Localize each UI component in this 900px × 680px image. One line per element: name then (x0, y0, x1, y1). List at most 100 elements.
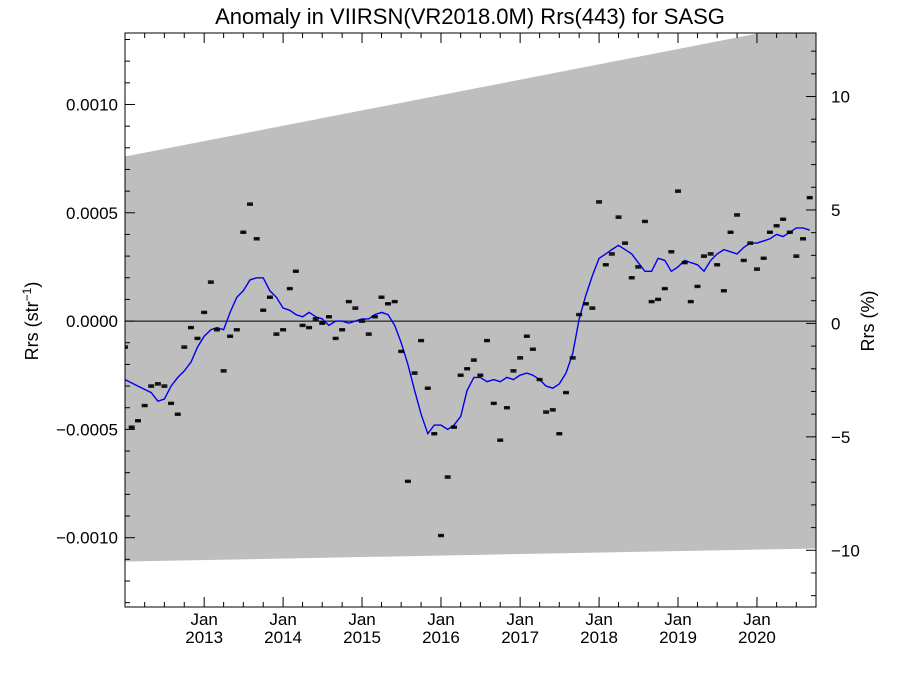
data-point (431, 432, 438, 436)
data-point (628, 276, 635, 280)
y-right-tick-label: −10 (831, 541, 860, 560)
data-point (240, 230, 247, 234)
data-point (635, 265, 642, 269)
data-point (687, 299, 694, 304)
data-point (201, 310, 208, 315)
data-point (470, 358, 477, 362)
data-point (602, 263, 609, 267)
data-point (365, 332, 372, 336)
y-left-tick-label: −0.0010 (56, 529, 118, 548)
data-point (457, 373, 464, 377)
data-point (359, 319, 366, 323)
data-point (720, 289, 727, 293)
data-point (332, 336, 339, 341)
data-point (134, 419, 141, 423)
data-point (141, 403, 148, 408)
data-point (391, 299, 398, 304)
data-point (517, 356, 524, 360)
data-point (174, 412, 181, 416)
data-point (615, 215, 622, 219)
data-point (753, 267, 760, 271)
y-axis-right-title: Rrs (%) (858, 291, 878, 352)
data-point (450, 425, 457, 429)
y-left-tick-label: 0.0000 (66, 312, 118, 331)
data-point (800, 237, 807, 241)
data-point (404, 479, 411, 484)
data-point (760, 256, 767, 260)
data-point (707, 252, 714, 256)
data-point (213, 328, 220, 332)
y-right-tick-label: 0 (831, 314, 840, 333)
data-point (260, 308, 267, 312)
data-point (444, 475, 451, 479)
x-tick-month-label: Jan (348, 610, 375, 629)
data-point (345, 299, 352, 304)
data-point (543, 410, 550, 414)
data-point (148, 384, 155, 388)
data-point (398, 349, 405, 354)
data-point (325, 315, 332, 319)
data-point (227, 334, 234, 338)
data-point (536, 377, 543, 382)
data-point (747, 241, 754, 245)
data-point (648, 299, 655, 304)
data-point (378, 295, 385, 299)
data-point (424, 386, 431, 390)
data-point (622, 241, 629, 245)
data-point (292, 269, 299, 273)
data-point (437, 533, 444, 538)
x-tick-year-label: 2019 (659, 628, 697, 647)
data-point (128, 425, 135, 429)
data-point (161, 384, 168, 388)
data-point (352, 306, 359, 310)
plot-frame (124, 32, 817, 608)
data-point (194, 336, 201, 341)
data-point (556, 432, 563, 436)
data-point (497, 438, 504, 442)
x-tick-year-label: 2017 (501, 628, 539, 647)
data-point (740, 258, 747, 263)
data-point (608, 252, 615, 256)
data-point (266, 295, 273, 299)
y-left-tick-label: 0.0010 (66, 95, 118, 114)
data-point (477, 373, 484, 377)
data-point (523, 334, 530, 338)
y-axis-left-title-base: Rrs (str (22, 301, 42, 360)
data-point (582, 302, 589, 306)
x-tick-year-label: 2013 (185, 628, 223, 647)
data-point (319, 321, 326, 325)
data-point (675, 189, 682, 193)
data-point (661, 286, 668, 291)
data-point (596, 200, 603, 204)
data-point (734, 213, 741, 217)
data-point (490, 401, 497, 406)
data-point (786, 230, 793, 234)
data-point (207, 280, 214, 284)
data-point (510, 369, 517, 373)
data-point (589, 306, 596, 310)
data-point (668, 250, 675, 254)
data-point (773, 224, 780, 228)
chart-title: Anomaly in VIIRSN(VR2018.0M) Rrs(443) fo… (215, 4, 725, 29)
data-point (168, 401, 175, 406)
data-point (220, 369, 227, 373)
data-point (766, 230, 773, 234)
data-point (700, 254, 707, 258)
data-point (562, 390, 569, 395)
data-point (187, 325, 194, 330)
x-tick-year-label: 2018 (580, 628, 618, 647)
uncertainty-band (125, 33, 816, 562)
data-point (806, 195, 813, 200)
data-point (714, 263, 721, 267)
x-tick-month-label: Jan (190, 610, 217, 629)
data-point (154, 382, 161, 386)
data-point (125, 345, 128, 349)
y-axis-left-title-close: ) (22, 282, 42, 288)
data-point (655, 297, 662, 302)
x-tick-month-label: Jan (664, 610, 691, 629)
x-tick-year-label: 2014 (264, 628, 302, 647)
data-point (793, 254, 800, 258)
data-point (484, 338, 491, 343)
x-tick-month-label: Jan (743, 610, 770, 629)
